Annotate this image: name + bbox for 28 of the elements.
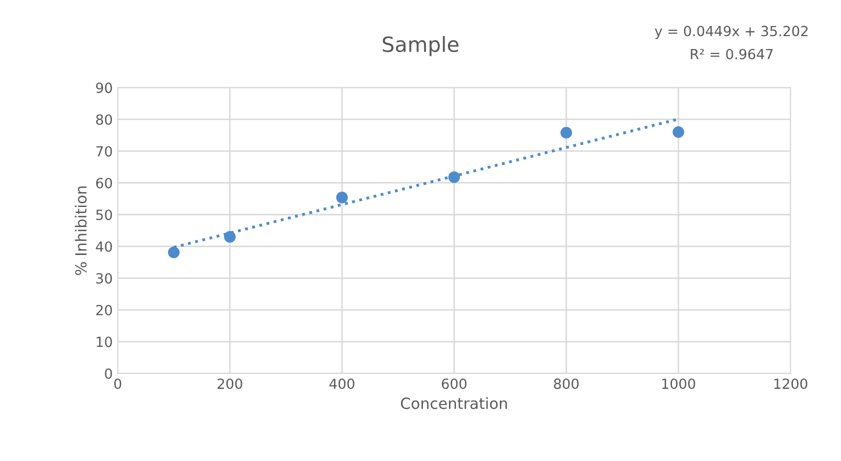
y-tick-label: 20 <box>96 304 112 316</box>
text: R² = 0.9647 <box>690 48 773 60</box>
y-tick-label: 40 <box>96 241 112 252</box>
x-tick-label: 1200 <box>774 378 808 390</box>
point <box>448 171 460 183</box>
y-tick-label: 10 <box>96 336 112 348</box>
point <box>168 246 180 258</box>
y-tick-label: 70 <box>96 146 112 157</box>
x-tick-label: 600 <box>442 378 466 390</box>
chart-title: Sample <box>382 36 458 56</box>
y-axis-title: % Inhibition <box>74 186 87 276</box>
y-tick-label: 60 <box>96 178 112 188</box>
x-tick-label: 0 <box>114 378 122 390</box>
point <box>672 126 684 138</box>
x-axis-title: Concentration <box>400 397 507 410</box>
y-tick-label: 90 <box>96 82 112 94</box>
x-tick-label: 800 <box>554 378 579 390</box>
text: y = 0.0449x + 35.202 <box>654 26 808 39</box>
y-tick-label: 50 <box>96 210 112 220</box>
point <box>336 192 348 204</box>
point <box>560 126 572 138</box>
y-tick-label: 0 <box>104 368 112 379</box>
x-tick-label: 400 <box>329 378 354 390</box>
y-tick-label: 30 <box>96 273 112 284</box>
x-tick-label: 200 <box>218 378 242 390</box>
point <box>224 231 236 243</box>
y-tick-label: 80 <box>96 114 112 125</box>
x-tick-label: 1000 <box>662 378 696 390</box>
